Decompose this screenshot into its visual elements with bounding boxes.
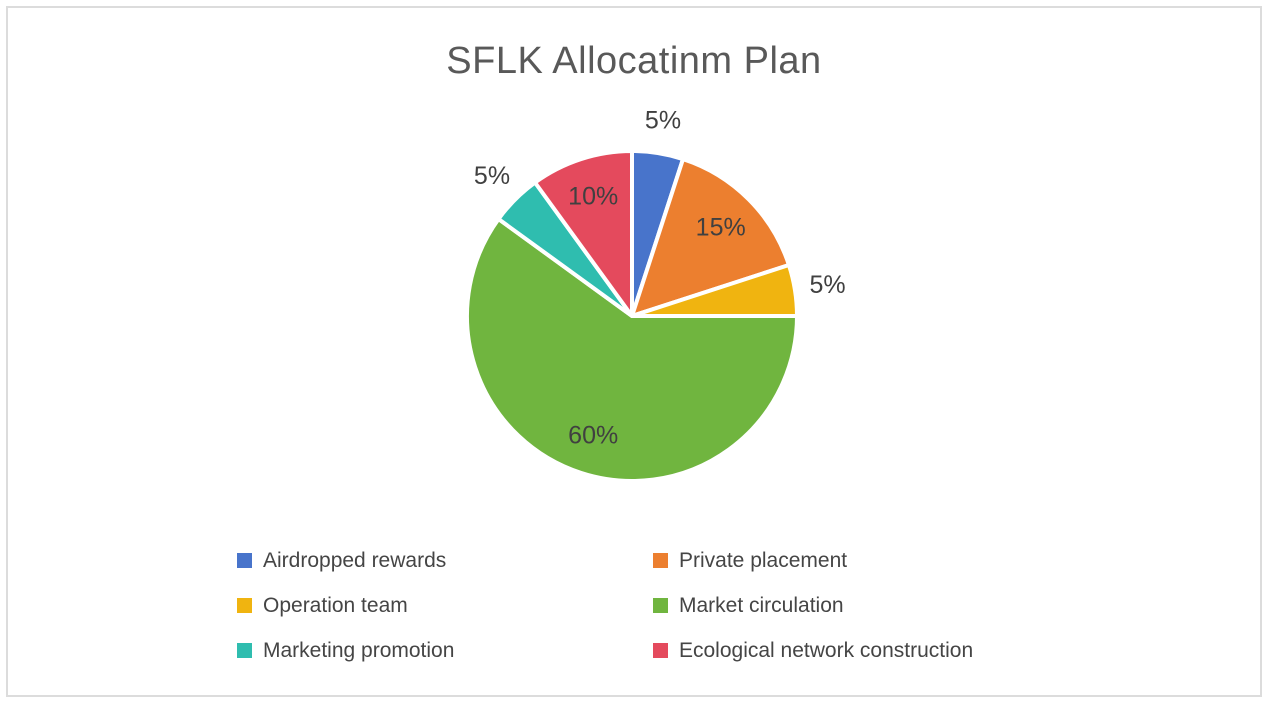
legend-label: Airdropped rewards: [263, 548, 447, 572]
legend-swatch-icon: [653, 598, 668, 613]
legend-swatch-icon: [653, 553, 668, 568]
pie-label-group: 5% 15% 5% 60% 5% 10%: [474, 106, 846, 449]
pie-legend: Airdropped rewards Private placement Opera…: [237, 549, 1137, 662]
legend-row: Marketing promotion Ecological network co…: [237, 639, 1137, 662]
pie-slice-group: [465, 149, 799, 483]
legend-label: Operation team: [263, 593, 408, 617]
pie-slice-pct-label-private-placement: 15%: [696, 213, 746, 241]
legend-label: Market circulation: [679, 593, 844, 617]
legend-item-marketing-promotion: Marketing promotion: [237, 639, 653, 662]
legend-item-operation-team: Operation team: [237, 594, 653, 617]
legend-label: Private placement: [679, 548, 848, 572]
pie-slice-pct-label-marketing-promotion: 5%: [474, 162, 510, 190]
legend-swatch-icon: [237, 598, 252, 613]
legend-swatch-icon: [237, 553, 252, 568]
legend-item-airdropped-rewards: Airdropped rewards: [237, 549, 653, 572]
legend-item-ecological-network-construction: Ecological network construction: [653, 639, 1069, 662]
legend-swatch-icon: [237, 643, 252, 658]
legend-row: Airdropped rewards Private placement: [237, 549, 1137, 572]
pie-slice-market-circulation: [465, 217, 799, 483]
pie-slice-pct-label-market-circulation: 60%: [568, 421, 618, 449]
pie-slice-ecological-network-construction: [533, 149, 634, 318]
legend-item-private-placement: Private placement: [653, 549, 1069, 572]
legend-item-market-circulation: Market circulation: [653, 594, 1069, 617]
legend-row: Operation team Market circulation: [237, 594, 1137, 617]
chart-title: SFLK Allocatinm Plan: [446, 40, 822, 82]
pie-slice-pct-label-ecological-network-construction: 10%: [568, 183, 618, 211]
legend-label: Marketing promotion: [263, 638, 455, 662]
pie-slice-pct-label-airdropped-rewards: 5%: [645, 106, 681, 134]
pie-slice-pct-label-operation-team: 5%: [810, 271, 846, 299]
legend-label: Ecological network construction: [679, 638, 974, 662]
legend-swatch-icon: [653, 643, 668, 658]
